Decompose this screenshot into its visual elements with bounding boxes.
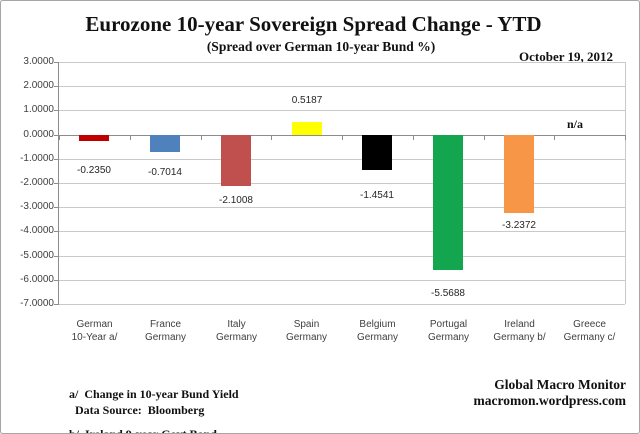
value-label-greece: n/a <box>566 117 583 131</box>
category-label-italy: Italy Germany <box>196 318 277 344</box>
category-label-line1: Belgium <box>359 319 396 330</box>
x-axis-tick <box>554 135 555 140</box>
value-label-ireland: -3.2372 <box>502 220 536 231</box>
category-label-line2: Germany <box>144 332 187 343</box>
bar-france <box>150 135 180 152</box>
y-axis-label: 1.0000 <box>23 104 54 115</box>
bar-german <box>79 135 109 141</box>
y-axis-label: 2.0000 <box>23 80 54 91</box>
value-label-spain: 0.5187 <box>291 95 323 106</box>
y-axis-tick <box>54 62 59 63</box>
branding-url: macromon.wordpress.com <box>473 392 626 408</box>
category-label-line1: France <box>149 319 182 330</box>
bar-portugal <box>433 135 463 270</box>
category-label-line2: 10-Year a/ <box>71 332 118 343</box>
y-axis-label: -4.0000 <box>20 225 54 236</box>
gridline <box>59 304 625 305</box>
gridline <box>59 86 625 87</box>
category-label-line1: Spain <box>293 319 320 330</box>
x-axis-tick <box>201 135 202 140</box>
category-label-line2: Germany <box>356 332 399 343</box>
value-label-german: -0.2350 <box>77 165 111 176</box>
category-label-line2: Germany <box>427 332 470 343</box>
y-axis-label: -6.0000 <box>20 274 54 285</box>
category-label-portugal: Portugal Germany <box>408 318 489 344</box>
y-axis-label: -5.0000 <box>20 250 54 261</box>
x-axis-tick <box>130 135 131 140</box>
category-label-line2: Germany <box>215 332 258 343</box>
category-label-spain: Spain Germany <box>266 318 347 344</box>
y-axis-tick <box>54 256 59 257</box>
value-label-france: -0.7014 <box>148 167 182 178</box>
data-source: Data Source: Bloomberg <box>75 403 205 417</box>
value-label-italy: -2.1008 <box>219 195 253 206</box>
y-axis-tick <box>54 159 59 160</box>
y-axis-label: -7.0000 <box>20 298 54 309</box>
gridline <box>59 110 625 111</box>
category-label-france: France Germany <box>125 318 206 344</box>
y-axis-tick <box>54 280 59 281</box>
y-axis-tick <box>54 86 59 87</box>
chart-date: October 19, 2012 <box>519 49 613 64</box>
y-axis-label: 3.0000 <box>23 56 54 67</box>
x-axis-tick <box>271 135 272 140</box>
value-label-portugal: -5.5688 <box>431 288 465 299</box>
bar-ireland <box>504 135 534 213</box>
category-label-greece: Greece Germany c/ <box>549 318 630 344</box>
bar-italy <box>221 135 251 186</box>
category-label-line2: Germany <box>285 332 328 343</box>
category-label-german: German 10-Year a/ <box>54 318 135 344</box>
footnote-a: a/ Change in 10-year Bund Yield <box>69 387 239 402</box>
y-axis-tick <box>54 110 59 111</box>
y-axis-label: -3.0000 <box>20 201 54 212</box>
footnote-b: b/ Ireland 9-year Govt Bond <box>69 427 239 433</box>
plot-area: 3.0000 2.0000 1.0000 0.0000 -1.0000 -2.0000 -3… <box>20 56 626 343</box>
y-axis-tick <box>54 207 59 208</box>
bar-belgium <box>362 135 392 170</box>
y-axis-label: 0.0000 <box>23 129 54 140</box>
y-axis-tick <box>54 135 59 136</box>
x-axis-tick <box>342 135 343 140</box>
category-label-line2: Germany c/ <box>563 332 616 343</box>
bar-spain <box>292 122 322 135</box>
category-label-line1: German <box>76 319 113 330</box>
x-axis-tick <box>484 135 485 140</box>
gridline <box>59 231 625 232</box>
gridline <box>59 62 625 63</box>
category-label-line2: Germany b/ <box>493 332 546 343</box>
category-label-line1: Ireland <box>504 319 535 330</box>
category-label-line1: Italy <box>227 319 246 330</box>
gridline <box>59 183 625 184</box>
category-label-belgium: Belgium Germany <box>337 318 418 344</box>
y-axis-label: -2.0000 <box>20 177 54 188</box>
chart-subtitle: (Spread over German 10-year Bund %) <box>206 39 436 54</box>
chart-title: Eurozone 10-year Sovereign Spread Change… <box>85 12 542 36</box>
gridline <box>59 207 625 208</box>
category-label-line1: Greece <box>573 319 606 330</box>
x-axis-tick <box>59 135 60 140</box>
y-axis-tick <box>54 304 59 305</box>
x-axis-tick <box>413 135 414 140</box>
footnotes: a/ Change in 10-year Bund Yield b/ Irela… <box>69 362 239 433</box>
gridline <box>59 280 625 281</box>
branding-name: Global Macro Monitor <box>494 377 626 392</box>
value-label-belgium: -1.4541 <box>360 190 394 201</box>
y-axis-tick <box>54 183 59 184</box>
y-axis-label: -1.0000 <box>20 153 54 164</box>
gridline <box>59 159 625 160</box>
gridline <box>59 256 625 257</box>
x-axis-tick <box>625 135 626 140</box>
category-label-ireland: Ireland Germany b/ <box>479 318 560 344</box>
branding: Global Macro Monitor macromon.wordpress.… <box>346 377 626 408</box>
y-axis-tick <box>54 231 59 232</box>
category-label-line1: Portugal <box>429 319 468 330</box>
